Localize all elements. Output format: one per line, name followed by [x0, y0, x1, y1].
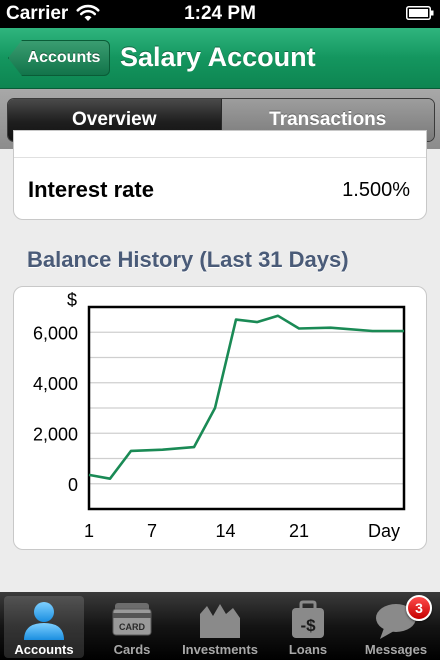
tab-label: Loans	[288, 642, 328, 657]
plot-frame	[87, 305, 406, 511]
y-tick-label: 0	[68, 475, 78, 495]
balance-history-chart: 0 2,000 4,000 6,000 $1 7 14 21 Day	[33, 290, 406, 541]
x-tick-label: 1	[84, 521, 94, 541]
investments-icon	[200, 604, 240, 638]
tab-bar: Accounts CARD Cards Investments -$ Loans…	[0, 592, 440, 660]
card-icon-text: CARD	[119, 622, 145, 632]
y-tick-label: 4,000	[33, 374, 78, 394]
y-tick-label: 2,000	[33, 424, 78, 444]
balance-chart-card: 0 2,000 4,000 6,000 $1 7 14 21 Day	[13, 286, 427, 550]
notification-badge: 3	[406, 595, 432, 621]
tab-cards[interactable]: CARD Cards	[88, 592, 176, 660]
tab-loans[interactable]: -$ Loans	[264, 592, 352, 660]
wifi-icon	[76, 4, 100, 21]
tab-label: Accounts	[14, 642, 74, 657]
tab-label: Messages	[364, 642, 428, 657]
x-tick-label: 7	[147, 521, 157, 541]
loans-icon-text: -$	[300, 616, 316, 635]
section-title: Balance History (Last 31 Days)	[27, 247, 349, 272]
tab-accounts[interactable]: Accounts	[0, 592, 88, 660]
loans-icon: -$	[292, 600, 324, 638]
carrier-label: Carrier	[6, 3, 69, 24]
page-title: Salary Account	[120, 42, 316, 72]
balance-line	[88, 314, 404, 480]
y-tick-label: 6,000	[33, 323, 78, 343]
x-tick-label: 21	[289, 521, 309, 541]
x-axis-label: Day	[368, 521, 400, 541]
card-icon: CARD	[112, 603, 152, 636]
interest-rate-value: 1.500%	[342, 179, 410, 201]
navigation-bar: Accounts Salary Account	[0, 28, 440, 89]
y-axis-label: $	[67, 290, 77, 310]
accounts-icon	[24, 602, 64, 640]
back-button[interactable]: Accounts	[8, 40, 110, 76]
tab-investments[interactable]: Investments	[176, 592, 264, 660]
tab-label: Cards	[113, 642, 151, 657]
status-time: 1:24 PM	[184, 3, 256, 24]
tab-messages[interactable]: Messages 3	[352, 592, 440, 660]
battery-icon	[406, 6, 434, 20]
divider	[14, 157, 426, 158]
x-tick-label: 14	[215, 521, 235, 541]
tab-label: Investments	[182, 642, 258, 657]
status-bar: Carrier 1:24 PM	[0, 0, 440, 28]
interest-rate-label: Interest rate	[28, 177, 154, 202]
interest-card: Interest rate 1.500%	[13, 130, 427, 220]
